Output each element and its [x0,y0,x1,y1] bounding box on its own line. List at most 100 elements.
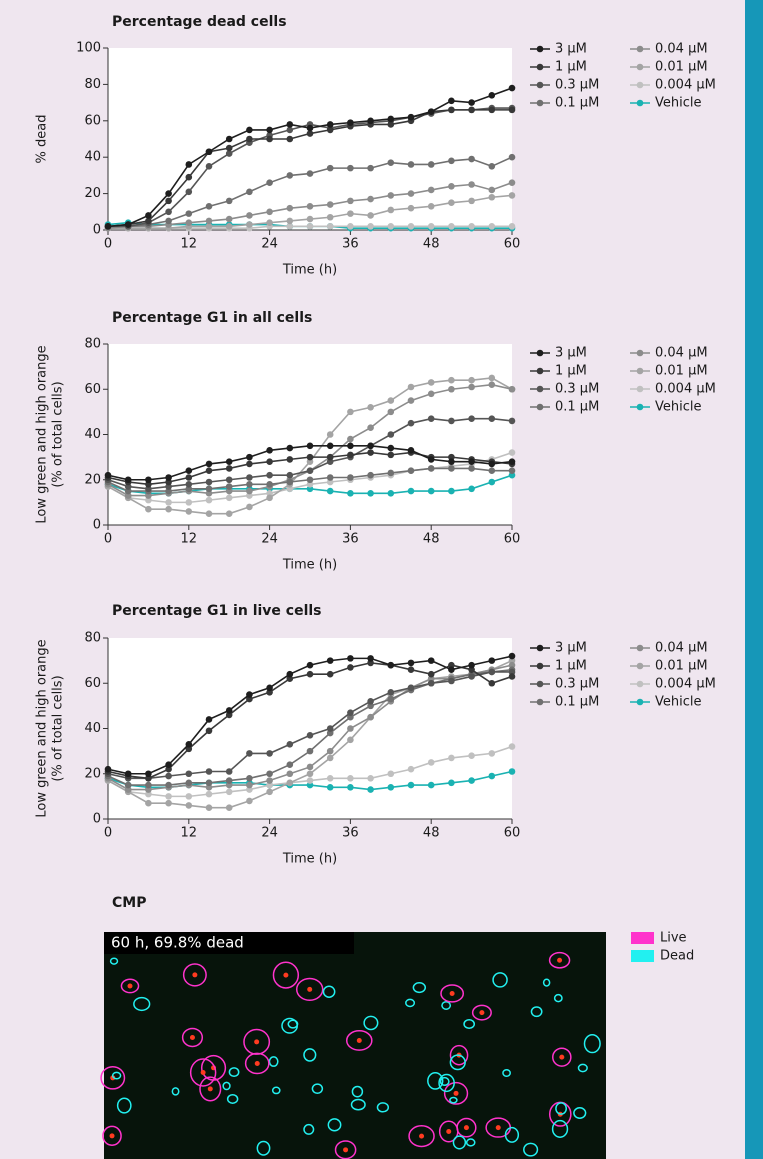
legend-marker [537,46,544,53]
data-point [367,786,374,793]
data-point [347,664,354,671]
data-point [165,218,172,225]
data-point [145,506,152,513]
x-tick-label: 60 [504,826,521,841]
data-point [489,669,496,676]
data-point [266,219,273,226]
data-point [448,755,455,762]
data-point [246,127,253,134]
data-point [307,671,314,678]
chart-title: Percentage dead cells [112,14,287,30]
data-point [226,136,233,143]
data-point [206,461,213,468]
data-point [448,183,455,190]
data-point [468,181,475,188]
data-point [448,199,455,206]
data-point [266,750,273,757]
data-point [388,207,395,214]
legend-marker [537,100,544,107]
data-point [428,223,435,230]
legend-marker [637,681,644,688]
cell-nucleus [464,1125,469,1130]
data-point [347,165,354,172]
data-point [307,443,314,450]
data-point [226,216,233,223]
data-point [186,793,193,800]
data-point [287,761,294,768]
legend-marker [637,699,644,706]
cell-nucleus [446,1129,451,1134]
data-point [186,219,193,226]
data-point [408,782,415,789]
data-point [388,445,395,452]
data-point [347,775,354,782]
data-point [327,474,334,481]
data-point [226,768,233,775]
data-point [468,415,475,422]
data-point [226,510,233,517]
data-point [266,770,273,777]
legend-label: 0.04 µM [655,641,708,656]
legend-marker [637,46,644,53]
legend-marker [637,100,644,107]
data-point [287,770,294,777]
data-point [428,161,435,168]
data-point [489,107,496,114]
data-point [287,780,294,787]
legend-marker [637,82,644,89]
data-point [226,223,233,230]
data-point [206,804,213,811]
x-tick-label: 0 [104,237,112,252]
y-tick-label: 20 [84,472,101,487]
data-point [347,709,354,716]
data-point [165,506,172,513]
data-point [266,136,273,143]
data-point [186,802,193,809]
data-point [408,447,415,454]
y-axis-label: (% of total cells) [51,675,66,781]
y-axis-label: (% of total cells) [51,381,66,487]
data-point [287,136,294,143]
data-point [408,114,415,121]
legend-marker [637,404,644,411]
data-point [246,221,253,228]
x-tick-label: 12 [181,532,198,547]
data-point [367,424,374,431]
x-tick-label: 0 [104,532,112,547]
cell-nucleus [496,1125,501,1130]
data-point [206,163,213,170]
x-tick-label: 36 [342,237,359,252]
data-point [448,418,455,425]
data-point [125,770,132,777]
data-point [509,449,516,456]
data-point [489,187,496,194]
data-point [165,209,172,216]
y-tick-label: 20 [84,186,101,201]
data-point [186,188,193,195]
legend-marker [637,386,644,393]
data-point [388,409,395,416]
data-point [226,483,233,490]
data-point [327,214,334,221]
data-point [367,165,374,172]
x-axis-label: Time (h) [282,263,337,278]
data-point [246,782,253,789]
data-point [388,116,395,123]
y-tick-label: 80 [84,631,101,646]
legend-label: Vehicle [655,96,702,111]
data-point [367,223,374,230]
data-point [367,443,374,450]
data-point [347,725,354,732]
cell-nucleus [557,958,562,963]
data-point [125,476,132,483]
legend-label: Dead [660,949,694,964]
data-point [448,465,455,472]
data-point [388,696,395,703]
data-point [226,495,233,502]
data-point [307,748,314,755]
data-point [307,770,314,777]
data-point [226,458,233,465]
data-point [266,447,273,454]
legend-label: 1 µM [555,364,587,379]
data-point [327,671,334,678]
